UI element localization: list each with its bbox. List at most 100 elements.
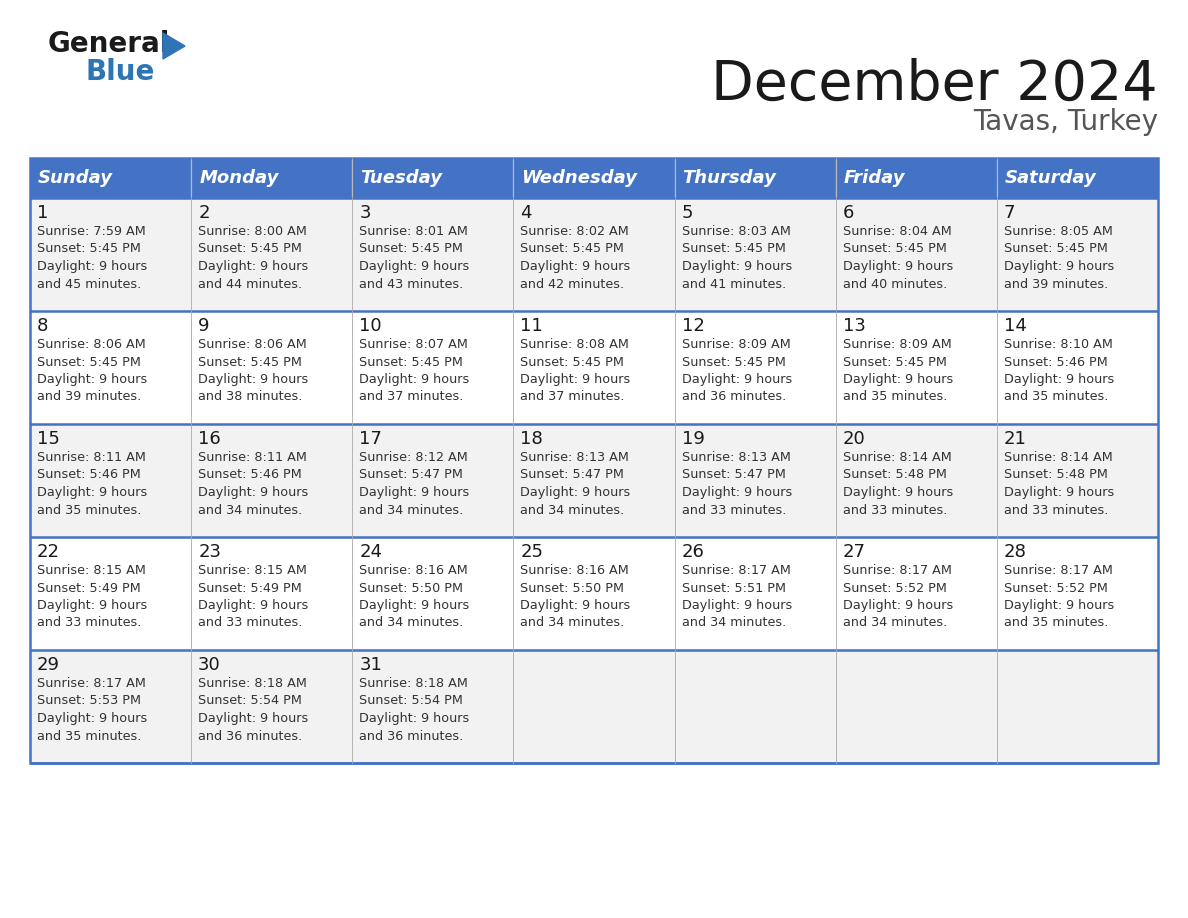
Bar [675,158,835,198]
Text: Daylight: 9 hours: Daylight: 9 hours [37,373,147,386]
Text: and 45 minutes.: and 45 minutes. [37,277,141,290]
Text: Sunrise: 8:16 AM: Sunrise: 8:16 AM [520,564,630,577]
Text: Daylight: 9 hours: Daylight: 9 hours [1004,373,1114,386]
Text: 19: 19 [682,430,704,448]
Text: Sunset: 5:46 PM: Sunset: 5:46 PM [1004,355,1107,368]
Text: Sunset: 5:45 PM: Sunset: 5:45 PM [842,242,947,255]
Bar [30,158,191,198]
Text: Thursday: Thursday [683,169,777,187]
Text: Daylight: 9 hours: Daylight: 9 hours [198,373,309,386]
Text: Sunrise: 8:01 AM: Sunrise: 8:01 AM [359,225,468,238]
Text: Daylight: 9 hours: Daylight: 9 hours [198,260,309,273]
Text: Friday: Friday [843,169,905,187]
Text: Sunrise: 8:09 AM: Sunrise: 8:09 AM [682,338,790,351]
Text: Sunset: 5:45 PM: Sunset: 5:45 PM [198,242,302,255]
Text: Tavas, Turkey: Tavas, Turkey [973,108,1158,136]
Text: Sunset: 5:45 PM: Sunset: 5:45 PM [520,242,625,255]
Text: Daylight: 9 hours: Daylight: 9 hours [682,599,792,612]
Text: Sunrise: 8:11 AM: Sunrise: 8:11 AM [37,451,146,464]
Text: Sunset: 5:52 PM: Sunset: 5:52 PM [1004,581,1107,595]
Bar [30,537,1158,650]
Text: Daylight: 9 hours: Daylight: 9 hours [520,486,631,499]
Text: 12: 12 [682,317,704,335]
Text: Sunset: 5:50 PM: Sunset: 5:50 PM [520,581,625,595]
Text: Daylight: 9 hours: Daylight: 9 hours [37,260,147,273]
Text: 29: 29 [37,656,61,674]
Text: and 34 minutes.: and 34 minutes. [842,617,947,630]
Text: and 40 minutes.: and 40 minutes. [842,277,947,290]
Text: 8: 8 [37,317,49,335]
Text: 17: 17 [359,430,383,448]
Text: 9: 9 [198,317,209,335]
Text: and 34 minutes.: and 34 minutes. [682,617,785,630]
Text: Sunset: 5:45 PM: Sunset: 5:45 PM [842,355,947,368]
Text: and 35 minutes.: and 35 minutes. [1004,390,1108,404]
Text: Sunset: 5:47 PM: Sunset: 5:47 PM [520,468,625,482]
Text: Daylight: 9 hours: Daylight: 9 hours [1004,486,1114,499]
Text: Sunset: 5:45 PM: Sunset: 5:45 PM [37,355,141,368]
Bar [30,158,1158,763]
Text: Sunset: 5:48 PM: Sunset: 5:48 PM [1004,468,1107,482]
Text: Daylight: 9 hours: Daylight: 9 hours [359,486,469,499]
Text: Daylight: 9 hours: Daylight: 9 hours [198,712,309,725]
Text: Daylight: 9 hours: Daylight: 9 hours [842,486,953,499]
Text: Sunset: 5:48 PM: Sunset: 5:48 PM [842,468,947,482]
Text: 20: 20 [842,430,866,448]
Text: General: General [48,30,170,58]
Text: Daylight: 9 hours: Daylight: 9 hours [520,373,631,386]
Text: Sunrise: 8:17 AM: Sunrise: 8:17 AM [37,677,146,690]
Text: Daylight: 9 hours: Daylight: 9 hours [359,260,469,273]
Text: Sunset: 5:54 PM: Sunset: 5:54 PM [359,695,463,708]
Text: 11: 11 [520,317,543,335]
Text: 28: 28 [1004,543,1026,561]
Text: 1: 1 [37,204,49,222]
Text: Sunday: Sunday [38,169,113,187]
Bar [30,198,1158,311]
Text: Sunset: 5:45 PM: Sunset: 5:45 PM [682,242,785,255]
Text: Daylight: 9 hours: Daylight: 9 hours [842,373,953,386]
Text: Daylight: 9 hours: Daylight: 9 hours [359,599,469,612]
Text: 13: 13 [842,317,866,335]
Text: 25: 25 [520,543,543,561]
Text: and 35 minutes.: and 35 minutes. [842,390,947,404]
Text: Sunrise: 8:14 AM: Sunrise: 8:14 AM [842,451,952,464]
Bar [835,158,997,198]
Text: 26: 26 [682,543,704,561]
Text: Monday: Monday [200,169,278,187]
Text: Daylight: 9 hours: Daylight: 9 hours [842,599,953,612]
Text: and 33 minutes.: and 33 minutes. [1004,503,1108,517]
Text: Sunrise: 8:10 AM: Sunrise: 8:10 AM [1004,338,1113,351]
Text: Sunset: 5:49 PM: Sunset: 5:49 PM [198,581,302,595]
Text: Blue: Blue [86,58,156,86]
Text: Sunrise: 8:09 AM: Sunrise: 8:09 AM [842,338,952,351]
Text: and 38 minutes.: and 38 minutes. [198,390,303,404]
Text: 10: 10 [359,317,381,335]
Text: Daylight: 9 hours: Daylight: 9 hours [198,599,309,612]
Text: Sunrise: 8:06 AM: Sunrise: 8:06 AM [198,338,307,351]
Bar [30,424,1158,537]
Bar [30,311,1158,424]
Text: 16: 16 [198,430,221,448]
Text: Sunset: 5:46 PM: Sunset: 5:46 PM [37,468,140,482]
Text: 14: 14 [1004,317,1026,335]
Text: and 34 minutes.: and 34 minutes. [359,617,463,630]
Text: 3: 3 [359,204,371,222]
Text: Daylight: 9 hours: Daylight: 9 hours [520,599,631,612]
Text: and 35 minutes.: and 35 minutes. [1004,617,1108,630]
Text: Sunrise: 8:18 AM: Sunrise: 8:18 AM [359,677,468,690]
Text: Daylight: 9 hours: Daylight: 9 hours [198,486,309,499]
Text: Sunrise: 8:17 AM: Sunrise: 8:17 AM [842,564,952,577]
Text: Sunset: 5:51 PM: Sunset: 5:51 PM [682,581,785,595]
Text: and 42 minutes.: and 42 minutes. [520,277,625,290]
Text: and 43 minutes.: and 43 minutes. [359,277,463,290]
Text: Daylight: 9 hours: Daylight: 9 hours [37,486,147,499]
Text: Daylight: 9 hours: Daylight: 9 hours [37,712,147,725]
Text: Sunrise: 8:12 AM: Sunrise: 8:12 AM [359,451,468,464]
Text: and 34 minutes.: and 34 minutes. [359,503,463,517]
Text: and 41 minutes.: and 41 minutes. [682,277,785,290]
Text: Sunrise: 8:07 AM: Sunrise: 8:07 AM [359,338,468,351]
Polygon shape [163,33,185,59]
Bar [997,158,1158,198]
Text: Sunrise: 8:17 AM: Sunrise: 8:17 AM [1004,564,1113,577]
Bar [30,650,1158,763]
